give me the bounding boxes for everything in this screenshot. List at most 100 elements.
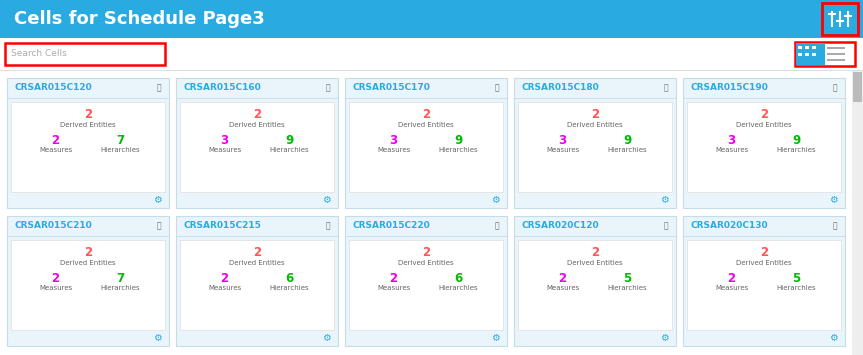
Text: ⛓: ⛓ [494,222,500,230]
Text: 2: 2 [558,272,567,284]
FancyBboxPatch shape [7,78,169,208]
Text: CRSAR015C210: CRSAR015C210 [14,222,91,230]
Text: CRSAR020C130: CRSAR020C130 [690,222,767,230]
Text: ⛓: ⛓ [325,222,331,230]
Text: 2: 2 [221,272,229,284]
Text: 3: 3 [221,133,229,147]
FancyBboxPatch shape [349,102,503,192]
Text: CRSAR015C160: CRSAR015C160 [183,83,261,93]
Text: CRSAR020C120: CRSAR020C120 [521,222,599,230]
Text: ⛓: ⛓ [664,222,668,230]
Text: 2: 2 [52,272,60,284]
Text: CRSAR015C190: CRSAR015C190 [690,83,768,93]
Bar [812,53,816,56]
Text: CRSAR015C180: CRSAR015C180 [521,83,599,93]
Text: 3: 3 [389,133,398,147]
Text: 9: 9 [623,133,632,147]
Text: Measures: Measures [39,285,72,291]
FancyBboxPatch shape [687,240,841,330]
FancyBboxPatch shape [518,102,672,192]
Text: Derived Entities: Derived Entities [736,122,792,128]
Text: ⚙: ⚙ [828,333,837,343]
Text: ⚙: ⚙ [659,333,668,343]
Text: 2: 2 [422,246,430,260]
Text: ⚙: ⚙ [153,333,161,343]
Text: Derived Entities: Derived Entities [230,260,285,266]
Text: ⚙: ⚙ [491,195,500,205]
Text: Hierarchies: Hierarchies [101,285,140,291]
Text: Measures: Measures [208,147,242,153]
Text: 3: 3 [728,133,735,147]
Text: CRSAR015C120: CRSAR015C120 [14,83,91,93]
Text: Derived Entities: Derived Entities [567,260,623,266]
FancyBboxPatch shape [11,102,165,192]
Text: 6: 6 [454,272,463,284]
Bar [805,46,809,49]
Text: Derived Entities: Derived Entities [60,260,116,266]
Text: Measures: Measures [39,147,72,153]
Text: 5: 5 [623,272,632,284]
Text: Measures: Measures [377,147,410,153]
Text: Measures: Measures [715,147,748,153]
Text: 2: 2 [253,109,261,121]
Bar [798,53,802,56]
Text: 9: 9 [792,133,801,147]
Text: Hierarchies: Hierarchies [269,285,309,291]
FancyBboxPatch shape [687,102,841,192]
Bar [827,47,845,49]
Text: Measures: Measures [546,285,579,291]
Bar [827,59,845,61]
FancyBboxPatch shape [514,216,676,346]
FancyBboxPatch shape [180,240,334,330]
Bar [0,0,863,38]
Text: Hierarchies: Hierarchies [438,147,478,153]
FancyBboxPatch shape [683,216,845,346]
Bar [853,72,862,102]
Text: ⚙: ⚙ [828,195,837,205]
Text: ⛓: ⛓ [833,83,837,93]
FancyBboxPatch shape [7,216,169,346]
Text: CRSAR015C170: CRSAR015C170 [352,83,430,93]
FancyBboxPatch shape [345,216,507,346]
Text: Hierarchies: Hierarchies [777,147,816,153]
FancyBboxPatch shape [514,78,676,208]
Text: Derived Entities: Derived Entities [736,260,792,266]
Text: Derived Entities: Derived Entities [230,122,285,128]
FancyBboxPatch shape [5,43,165,65]
Text: Derived Entities: Derived Entities [398,260,454,266]
Text: Cells for Schedule Page3: Cells for Schedule Page3 [14,10,265,28]
Text: 2: 2 [84,109,92,121]
Text: ⚙: ⚙ [153,195,161,205]
Bar [827,53,845,55]
Text: 9: 9 [286,133,293,147]
FancyBboxPatch shape [683,78,845,208]
Text: 2: 2 [760,246,768,260]
FancyBboxPatch shape [345,78,507,208]
Text: 3: 3 [558,133,567,147]
Bar [805,53,809,56]
Text: 7: 7 [117,272,124,284]
Text: Hierarchies: Hierarchies [608,147,647,153]
Text: Measures: Measures [715,285,748,291]
Bar [812,46,816,49]
Text: 2: 2 [422,109,430,121]
Bar [796,43,825,65]
Text: 9: 9 [454,133,463,147]
FancyBboxPatch shape [180,102,334,192]
Text: 2: 2 [760,109,768,121]
FancyBboxPatch shape [176,78,338,208]
Text: 2: 2 [591,246,599,260]
Text: 6: 6 [286,272,293,284]
Text: 2: 2 [389,272,398,284]
Text: CRSAR015C215: CRSAR015C215 [183,222,261,230]
Text: Search Cells: Search Cells [11,49,66,59]
FancyBboxPatch shape [349,240,503,330]
Text: Derived Entities: Derived Entities [398,122,454,128]
Text: ⛓: ⛓ [157,222,161,230]
Text: Derived Entities: Derived Entities [567,122,623,128]
Text: 2: 2 [253,246,261,260]
Text: ⛓: ⛓ [157,83,161,93]
Text: Hierarchies: Hierarchies [101,147,140,153]
Text: 7: 7 [117,133,124,147]
Text: CRSAR015C220: CRSAR015C220 [352,222,430,230]
